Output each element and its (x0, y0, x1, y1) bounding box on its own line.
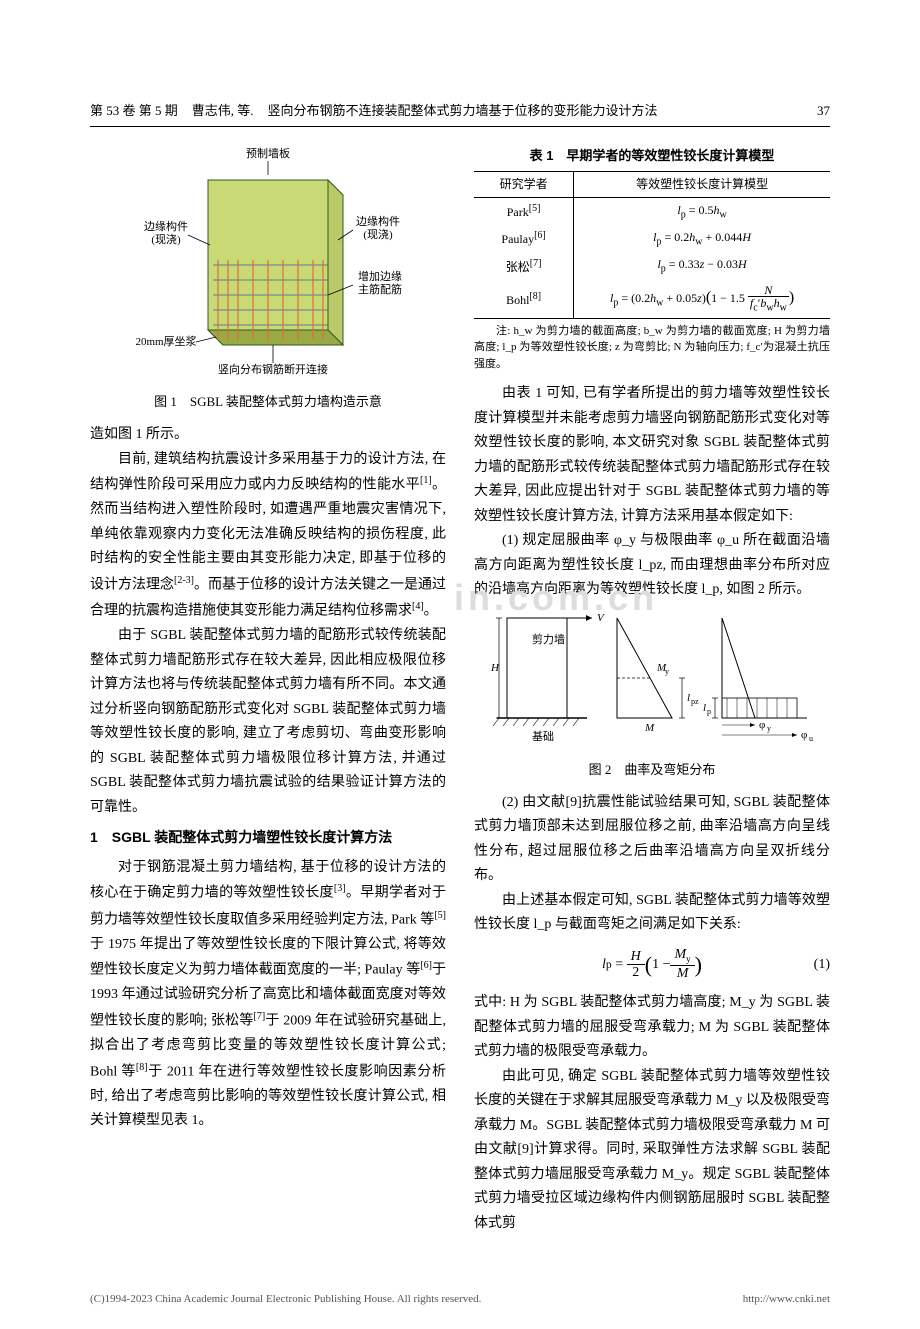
svg-text:H: H (490, 662, 500, 674)
svg-text:边缘构件: 边缘构件 (144, 219, 188, 233)
svg-text:l: l (687, 692, 690, 704)
svg-text:剪力墙: 剪力墙 (532, 632, 565, 646)
rpara-3: (2) 由文献[9]抗震性能试验结果可知, SGBL 装配整体式剪力墙顶部未达到… (474, 791, 830, 889)
para-3: 对于钢筋混凝土剪力墙结构, 基于位移的设计方法的核心在于确定剪力墙的等效塑性铰长… (90, 856, 446, 1134)
svg-text:p: p (707, 707, 711, 716)
para-2: 由于 SGBL 装配整体式剪力墙的配筋形式较传统装配整体式剪力墙配筋形式存在较大… (90, 624, 446, 820)
svg-text:φ: φ (759, 719, 765, 731)
svg-text:基础: 基础 (532, 730, 554, 743)
left-column: 预制墙板 (90, 145, 446, 1236)
svg-text:M: M (644, 722, 655, 734)
fig1-label-top: 预制墙板 (246, 146, 290, 160)
figure-2-caption: 图 2 曲率及弯矩分布 (474, 759, 830, 781)
figure-2: V 剪力墙 基础 H My M lp (474, 603, 830, 753)
svg-text:u: u (809, 734, 813, 743)
svg-text:增加边缘: 增加边缘 (358, 269, 402, 283)
table-1-col-1: 等效塑性铰长度计算模型 (574, 172, 830, 197)
right-column: 表 1 早期学者的等效塑性铰长度计算模型 研究学者 等效塑性铰长度计算模型 Pa… (474, 145, 830, 1236)
para-0: 造如图 1 所示。 (90, 423, 446, 448)
svg-text:φ: φ (801, 729, 807, 741)
page-footer: (C)1994-2023 China Academic Journal Elec… (0, 1276, 920, 1329)
header-title: 竖向分布钢筋不连接装配整体式剪力墙基于位移的变形能力设计方法 (268, 100, 658, 122)
rpara-2: (1) 规定屈服曲率 φ_y 与极限曲率 φ_u 所在截面沿墙高方向距离为塑性铰… (474, 529, 830, 603)
svg-text:pz: pz (691, 697, 699, 706)
footer-copyright: (C)1994-2023 China Academic Journal Elec… (90, 1290, 481, 1309)
page-header: 第 53 卷 第 5 期 曹志伟, 等. 竖向分布钢筋不连接装配整体式剪力墙基于… (90, 100, 830, 127)
table-row: Paulay[6] lp = 0.2hw + 0.044H (474, 225, 830, 252)
figure-1: 预制墙板 (90, 145, 446, 385)
equation-1: lp = H 2 (1 − My M ) (1) (474, 946, 830, 983)
header-page-num: 37 (817, 100, 830, 122)
rpara-4: 由上述基本假定可知, SGBL 装配整体式剪力墙等效塑性铰长度 l_p 与截面弯… (474, 889, 830, 938)
para-1: 目前, 建筑结构抗震设计多采用基于力的设计方法, 在结构弹性阶段可采用应力或内力… (90, 448, 446, 624)
svg-text:V: V (597, 612, 605, 624)
section-1-title: 1 SGBL 装配整体式剪力墙塑性铰长度计算方法 (90, 826, 446, 850)
table-1: 研究学者 等效塑性铰长度计算模型 Park[5] lp = 0.5hw Paul… (474, 171, 830, 319)
table-1-col-0: 研究学者 (474, 172, 574, 197)
svg-text:l: l (703, 702, 706, 714)
table-row: Bohl[8] lp = (0.2hw + 0.05z)(1 − 1.5 Nfc… (474, 280, 830, 318)
footer-url: http://www.cnki.net (743, 1290, 830, 1309)
svg-text:(现浇): (现浇) (151, 233, 181, 246)
table-row: 张松[7] lp = 0.33z − 0.03H (474, 252, 830, 279)
header-authors: 曹志伟, 等. (192, 100, 254, 122)
svg-text:竖向分布钢筋断开连接: 竖向分布钢筋断开连接 (218, 362, 328, 376)
rpara-5: 式中: H 为 SGBL 装配整体式剪力墙高度; M_y 为 SGBL 装配整体… (474, 991, 830, 1065)
rpara-6: 由此可见, 确定 SGBL 装配整体式剪力墙等效塑性铰长度的关键在于求解其屈服受… (474, 1065, 830, 1237)
equation-1-num: (1) (814, 953, 830, 977)
table-row: Park[5] lp = 0.5hw (474, 197, 830, 225)
svg-text:y: y (665, 667, 669, 676)
header-volume: 第 53 卷 第 5 期 (90, 100, 178, 122)
table-1-note: 注: h_w 为剪力墙的截面高度; b_w 为剪力墙的截面宽度; H 为剪力墙高… (474, 323, 830, 373)
rpara-1: 由表 1 可知, 已有学者所提出的剪力墙等效塑性铰长度计算模型并未能考虑剪力墙竖… (474, 382, 830, 529)
svg-text:20mm厚坐浆: 20mm厚坐浆 (135, 334, 196, 348)
svg-text:主筋配筋: 主筋配筋 (358, 282, 402, 296)
svg-text:边缘构件: 边缘构件 (356, 214, 400, 228)
svg-text:(现浇): (现浇) (363, 228, 393, 241)
figure-1-caption: 图 1 SGBL 装配整体式剪力墙构造示意 (90, 391, 446, 413)
table-1-caption: 表 1 早期学者的等效塑性铰长度计算模型 (474, 145, 830, 167)
svg-text:y: y (767, 724, 771, 733)
